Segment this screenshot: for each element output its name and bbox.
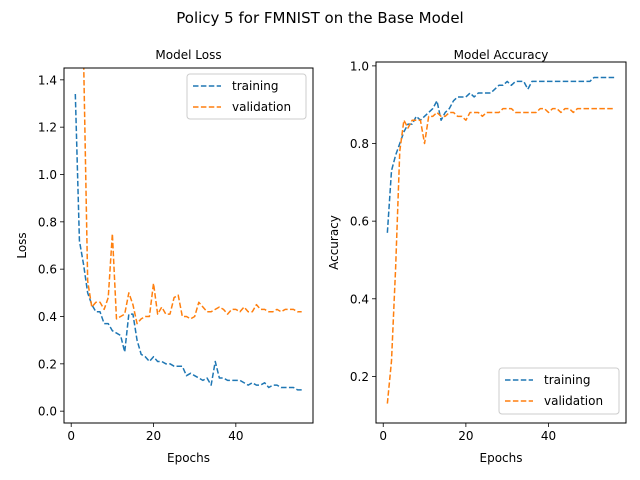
accuracy-panel-title: Model Accuracy: [454, 48, 549, 62]
accuracy-y-tick-label: 0.6: [350, 215, 369, 229]
accuracy-legend-training-label: training: [544, 373, 591, 387]
loss-x-axis-label: Epochs: [167, 451, 210, 465]
loss-x-tick-label: 20: [146, 429, 161, 443]
accuracy-x-ticks: 0 20 40: [379, 423, 556, 443]
accuracy-training-line: [386, 76, 615, 233]
accuracy-plot-area: [386, 76, 615, 404]
loss-y-tick-label: 0.4: [38, 310, 57, 324]
loss-legend: training validation: [186, 73, 307, 120]
loss-y-tick-label: 1.0: [38, 168, 57, 182]
loss-y-tick-label: 1.2: [38, 121, 57, 135]
accuracy-axes-frame: [375, 61, 627, 424]
loss-panel-title: Model Loss: [155, 48, 221, 62]
accuracy-legend-validation-label: validation: [544, 394, 603, 408]
loss-y-tick-label: 0.8: [38, 215, 57, 229]
loss-y-tick-label: 0.2: [38, 357, 57, 371]
loss-y-tick-label: 1.4: [38, 73, 57, 87]
loss-x-ticks: 0 20 40: [67, 423, 243, 443]
accuracy-y-tick-label: 0.4: [350, 292, 369, 306]
accuracy-x-axis-label: Epochs: [480, 451, 523, 465]
loss-y-axis-label: Loss: [15, 232, 29, 258]
loss-y-tick-label: 0.6: [38, 263, 57, 277]
accuracy-legend: training validation: [498, 367, 620, 415]
loss-axes-frame: [63, 67, 314, 424]
accuracy-y-axis-label: Accuracy: [327, 215, 341, 270]
loss-y-tick-label: 0.0: [38, 405, 57, 419]
loss-y-ticks: 0.0 0.2 0.4 0.6 0.8 1.0 1.2 1.4: [38, 73, 64, 419]
accuracy-y-tick-label: 0.2: [350, 370, 369, 384]
loss-validation-line: [83, 68, 302, 325]
figure-title: Policy 5 for FMNIST on the Base Model: [176, 9, 463, 27]
loss-x-tick-label: 0: [67, 429, 75, 443]
accuracy-panel: Model Accuracy 0 20 40 0.2 0.4 0.6 0.8 1.0 Epo…: [327, 48, 627, 465]
loss-legend-training-label: training: [232, 79, 279, 93]
accuracy-y-tick-label: 1.0: [350, 59, 369, 73]
loss-legend-validation-label: validation: [232, 100, 291, 114]
accuracy-y-ticks: 0.2 0.4 0.6 0.8 1.0: [350, 59, 376, 384]
loss-training-line: [74, 94, 302, 391]
accuracy-x-tick-label: 0: [379, 429, 387, 443]
loss-panel: Model Loss 0 20 40 0.0 0.2 0.4 0.6 0.8 1.0 1.2 1.…: [15, 48, 314, 465]
accuracy-y-tick-label: 0.8: [350, 137, 369, 151]
loss-x-tick-label: 40: [228, 429, 243, 443]
accuracy-validation-line: [386, 107, 615, 404]
accuracy-x-tick-label: 40: [541, 429, 556, 443]
loss-plot-area: [74, 68, 302, 391]
accuracy-x-tick-label: 20: [458, 429, 473, 443]
